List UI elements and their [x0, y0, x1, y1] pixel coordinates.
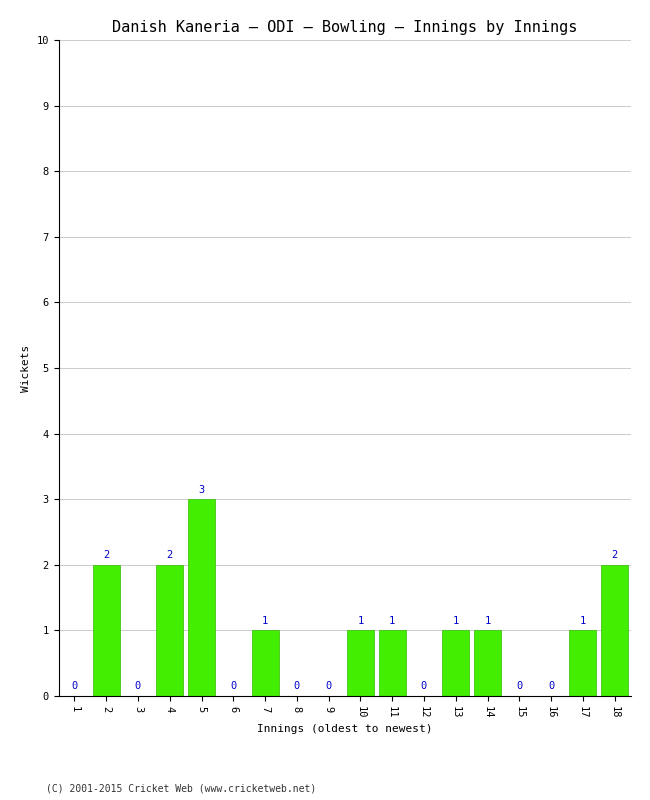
Text: 0: 0 — [516, 682, 523, 691]
Text: 1: 1 — [580, 616, 586, 626]
Text: 0: 0 — [72, 682, 77, 691]
Text: 2: 2 — [103, 550, 109, 560]
Text: 1: 1 — [389, 616, 395, 626]
Text: 3: 3 — [198, 485, 205, 494]
Bar — [156, 565, 183, 696]
Bar — [252, 630, 279, 696]
Text: (C) 2001-2015 Cricket Web (www.cricketweb.net): (C) 2001-2015 Cricket Web (www.cricketwe… — [46, 784, 316, 794]
Bar — [188, 499, 215, 696]
Text: 1: 1 — [262, 616, 268, 626]
Text: 1: 1 — [452, 616, 459, 626]
Y-axis label: Wickets: Wickets — [21, 344, 31, 392]
Text: 2: 2 — [612, 550, 618, 560]
Text: 0: 0 — [548, 682, 554, 691]
Text: 1: 1 — [358, 616, 363, 626]
Bar — [442, 630, 469, 696]
Text: 0: 0 — [230, 682, 237, 691]
Text: 1: 1 — [484, 616, 491, 626]
Text: 0: 0 — [294, 682, 300, 691]
Text: 2: 2 — [166, 550, 173, 560]
Bar — [93, 565, 120, 696]
Bar — [347, 630, 374, 696]
Text: 0: 0 — [326, 682, 332, 691]
Bar — [601, 565, 628, 696]
Title: Danish Kaneria – ODI – Bowling – Innings by Innings: Danish Kaneria – ODI – Bowling – Innings… — [112, 20, 577, 34]
Text: 0: 0 — [421, 682, 427, 691]
Text: 0: 0 — [135, 682, 141, 691]
Bar — [474, 630, 501, 696]
Bar — [379, 630, 406, 696]
X-axis label: Innings (oldest to newest): Innings (oldest to newest) — [257, 724, 432, 734]
Bar — [569, 630, 596, 696]
